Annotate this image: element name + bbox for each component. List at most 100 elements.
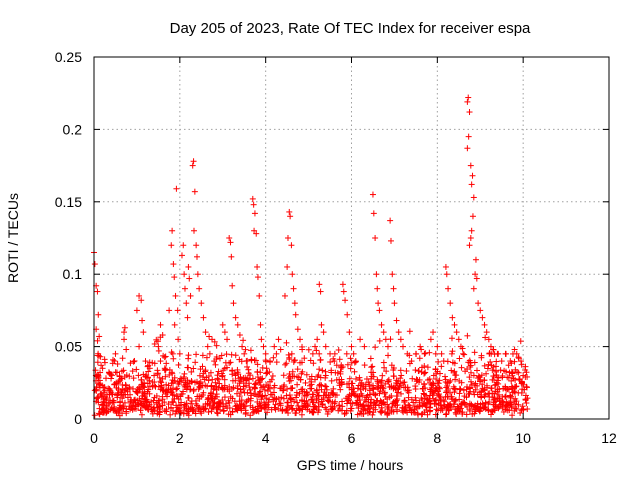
data-point-band	[209, 376, 216, 383]
data-point-band	[397, 367, 404, 374]
data-point-band	[381, 364, 388, 371]
data-point-band	[153, 392, 160, 399]
data-point-band	[192, 359, 199, 366]
data-point	[136, 292, 143, 299]
data-point-band	[357, 408, 364, 415]
x-tick-label: 12	[601, 430, 617, 446]
data-point	[281, 292, 288, 299]
data-point-band	[470, 388, 477, 395]
data-point-band	[177, 393, 184, 400]
data-point-band	[464, 403, 471, 410]
data-point-band	[143, 398, 150, 405]
data-point-band	[116, 406, 123, 413]
data-point	[513, 350, 520, 357]
data-point-band	[144, 380, 151, 387]
data-point-band	[237, 386, 244, 393]
data-point-band	[471, 349, 478, 356]
data-point-band	[476, 378, 483, 385]
data-point	[483, 329, 490, 336]
data-point-band	[262, 358, 269, 365]
data-point-band	[298, 406, 305, 413]
data-point-band	[346, 391, 353, 398]
data-point-band	[377, 408, 384, 415]
data-point-band	[431, 400, 438, 407]
data-point-band	[524, 373, 531, 380]
data-point-band	[225, 397, 232, 404]
data-point-band	[161, 354, 168, 361]
data-point-band	[349, 380, 356, 387]
data-point-band	[284, 399, 291, 406]
data-point-band	[349, 390, 356, 397]
data-point	[465, 94, 472, 101]
data-point-band	[219, 373, 226, 380]
data-point-band	[263, 370, 270, 377]
data-point	[469, 213, 476, 220]
data-point	[99, 365, 106, 372]
data-point-band	[161, 407, 168, 414]
data-point-band	[223, 364, 230, 371]
data-point-band	[232, 403, 239, 410]
data-point	[507, 358, 514, 365]
data-point-band	[323, 406, 330, 413]
data-point-band	[247, 395, 254, 402]
data-point-band	[484, 365, 491, 372]
data-point	[309, 350, 316, 357]
data-point-band	[344, 361, 351, 368]
data-point-band	[102, 375, 109, 382]
data-point-band	[139, 392, 146, 399]
data-point-band	[108, 389, 115, 396]
data-point-band	[376, 390, 383, 397]
data-point-band	[420, 401, 427, 408]
data-point-band	[432, 350, 439, 357]
data-point-band	[495, 380, 502, 387]
data-point	[352, 358, 359, 365]
data-point-band	[400, 409, 407, 416]
data-point-band	[427, 380, 434, 387]
data-point-band	[333, 376, 340, 383]
data-point-band	[415, 411, 422, 418]
data-point-band	[153, 401, 160, 408]
data-point-band	[266, 396, 273, 403]
data-point-band	[382, 380, 389, 387]
data-point-band	[512, 376, 519, 383]
data-point-band	[221, 376, 228, 383]
data-point-band	[433, 397, 440, 404]
y-tick-label: 0	[74, 411, 82, 427]
data-point	[256, 292, 263, 299]
data-point-band	[369, 363, 376, 370]
data-point-band	[384, 378, 391, 385]
data-point-band	[477, 401, 484, 408]
data-point-band	[261, 386, 268, 393]
data-point-band	[499, 398, 506, 405]
data-point-band	[243, 398, 250, 405]
data-point	[226, 235, 233, 241]
data-point-band	[110, 397, 117, 404]
data-point	[230, 300, 237, 307]
data-point-band	[172, 410, 179, 417]
data-point-band	[332, 392, 339, 399]
data-point-band	[317, 374, 324, 381]
data-point-band	[286, 370, 293, 377]
data-point-band	[135, 372, 142, 379]
data-point	[467, 235, 474, 241]
data-point	[114, 360, 121, 367]
data-point-band	[304, 403, 311, 410]
data-point-band	[288, 350, 295, 357]
data-point-band	[467, 378, 474, 385]
data-point-band	[111, 405, 118, 412]
data-point-band	[146, 359, 153, 366]
data-point-band	[228, 351, 235, 358]
data-point-band	[365, 402, 372, 409]
data-point-band	[109, 356, 116, 363]
data-point-band	[502, 393, 509, 400]
data-point	[468, 227, 475, 234]
data-point	[430, 329, 437, 336]
data-point	[449, 314, 456, 321]
data-point-band	[312, 376, 319, 383]
data-point-band	[334, 370, 341, 377]
data-point-band	[215, 368, 222, 375]
data-point	[136, 343, 143, 350]
data-point-band	[305, 346, 312, 353]
data-point-band	[93, 395, 100, 402]
data-point	[470, 285, 477, 292]
